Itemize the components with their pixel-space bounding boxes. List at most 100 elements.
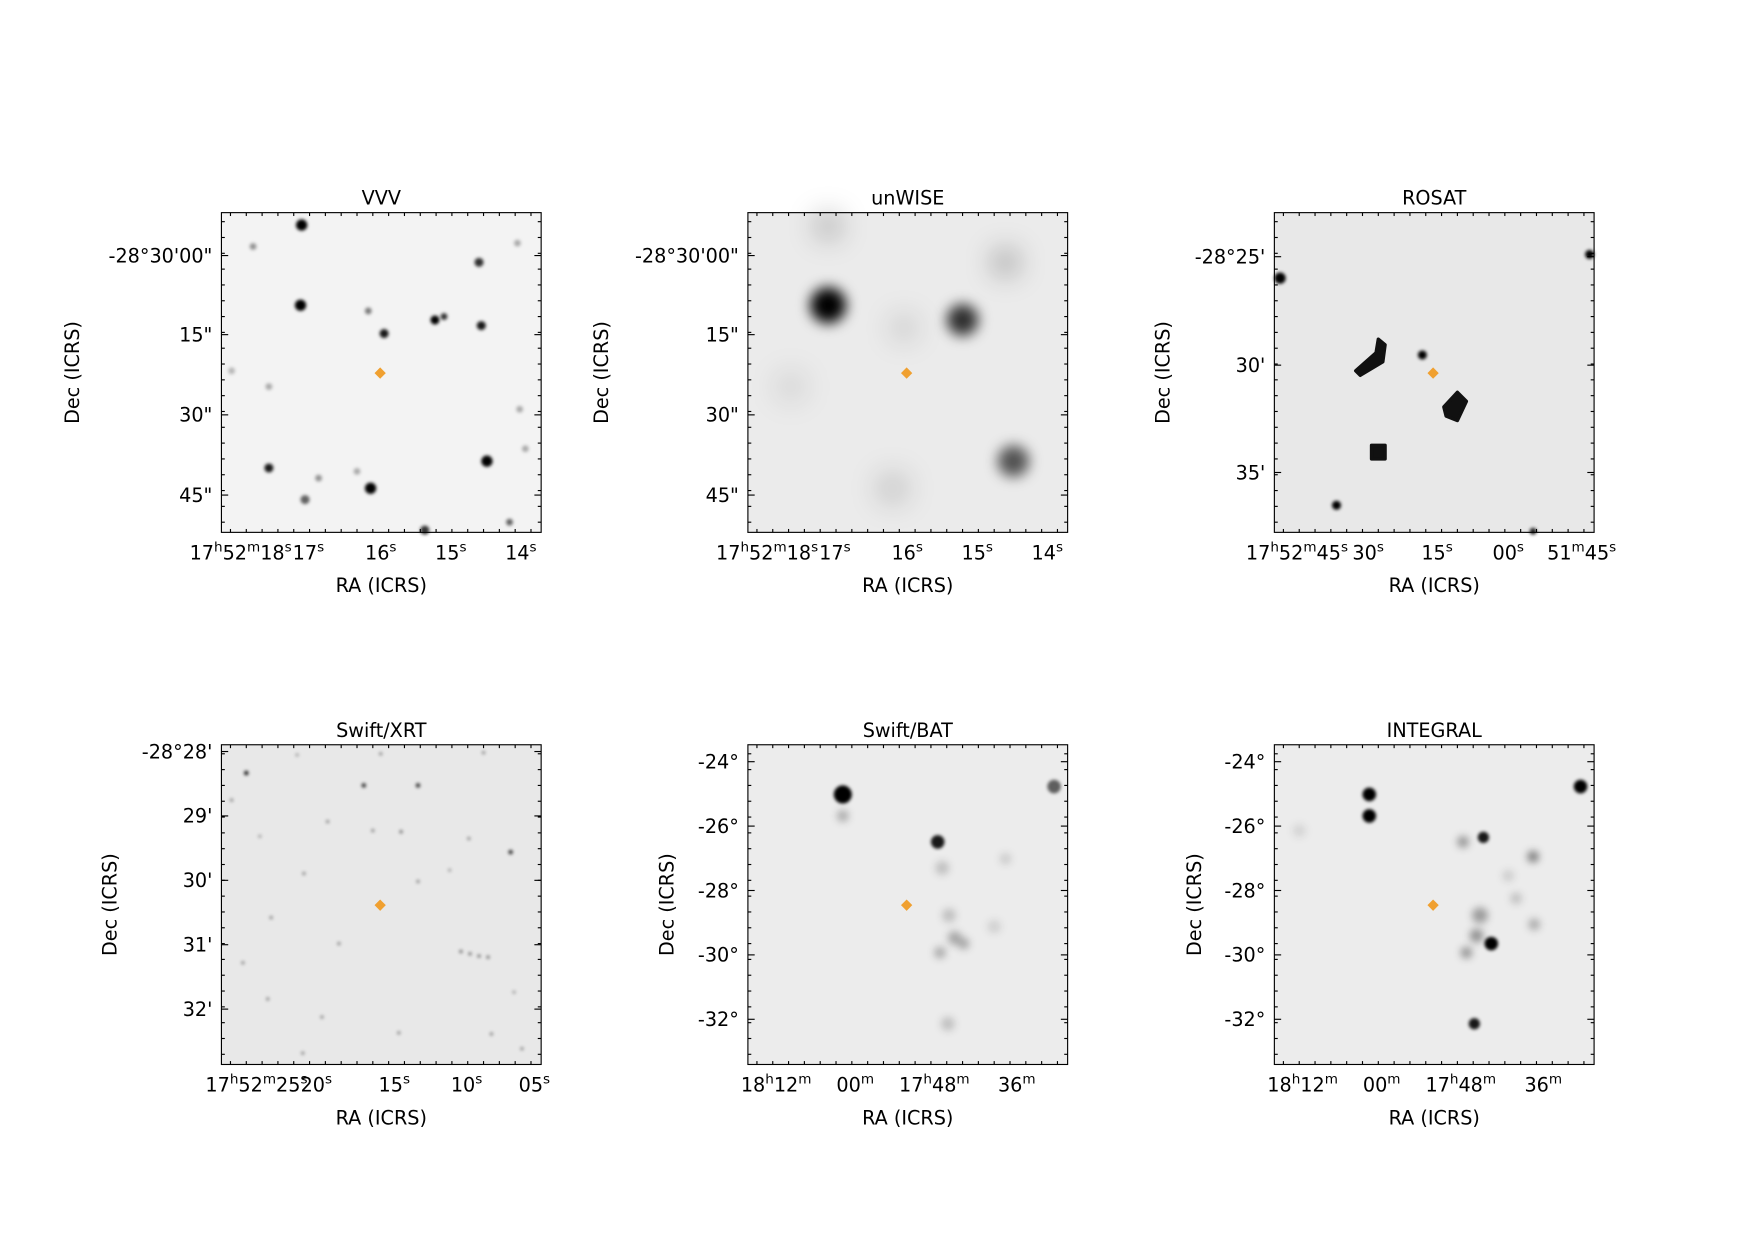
x-tick-label: 17s <box>293 539 324 564</box>
source <box>258 834 262 838</box>
source <box>1477 831 1490 844</box>
y-tick-label: 45" <box>179 484 212 507</box>
x-tick-label: 05s <box>519 1072 550 1097</box>
x-tick-label: 00m <box>1363 1072 1401 1097</box>
panel: Swift/XRT RA (ICRS) Dec (ICRS) 17h52m25s20s… <box>98 719 550 1130</box>
source <box>1502 870 1514 882</box>
source <box>1274 272 1286 284</box>
axes-frame <box>220 744 542 1066</box>
panel-title: ROSAT <box>1402 187 1467 210</box>
x-tick-label: 17h52m25s <box>205 1072 307 1097</box>
source <box>997 445 1030 478</box>
y-tick-label: 31' <box>183 934 213 957</box>
y-tick-label: 15" <box>706 323 739 346</box>
source <box>946 304 979 336</box>
source <box>775 370 807 403</box>
source <box>295 219 308 231</box>
source <box>364 307 372 315</box>
axes-frame <box>747 744 1069 1066</box>
source <box>1484 936 1499 951</box>
source <box>516 405 524 413</box>
source <box>467 836 471 841</box>
x-tick-label: 16s <box>891 539 922 564</box>
source <box>361 783 367 788</box>
x-tick-label: 30s <box>1352 539 1383 564</box>
source <box>337 941 341 946</box>
source <box>477 954 481 958</box>
y-tick-label: -28° <box>698 879 739 902</box>
y-axis-label: Dec (ICRS) <box>1183 853 1206 956</box>
x-tick-label: 17h52m45s <box>1246 539 1348 564</box>
x-tick-label: 10s <box>451 1072 482 1097</box>
source <box>264 463 274 473</box>
source <box>958 937 970 950</box>
source <box>1528 918 1540 931</box>
source <box>468 952 472 956</box>
y-tick-label: 32' <box>183 998 213 1021</box>
y-tick-label: 45" <box>706 484 739 507</box>
panel-title: VVV <box>362 187 401 210</box>
source <box>814 212 842 240</box>
x-axis-label: RA (ICRS) <box>1389 574 1480 597</box>
y-tick-label: -24° <box>1224 750 1265 773</box>
panel: INTEGRAL RA (ICRS) Dec (ICRS) 18h12m 00m 17h4… <box>1183 719 1595 1129</box>
y-tick-label: -28°25' <box>1195 245 1266 268</box>
panel-title: unWISE <box>871 187 944 210</box>
panel: VVV RA (ICRS) Dec (ICRS) 17h52m18s 17s 16s 15s… <box>61 187 542 597</box>
source <box>244 770 249 776</box>
source <box>241 961 245 965</box>
y-tick-label: 29' <box>183 805 213 828</box>
y-axis-label: Dec (ICRS) <box>590 321 613 424</box>
source <box>521 445 529 453</box>
source <box>269 915 273 920</box>
x-tick-label: 51m45s <box>1547 539 1616 564</box>
source <box>941 1017 955 1031</box>
source <box>228 367 235 375</box>
source <box>1585 249 1595 259</box>
source <box>476 321 486 331</box>
y-tick-label: 30" <box>179 404 212 427</box>
source <box>489 1032 494 1036</box>
source <box>1527 850 1539 863</box>
source <box>890 314 918 342</box>
target-marker <box>900 367 913 379</box>
y-tick-label: -28° <box>1224 879 1265 902</box>
target-marker <box>374 367 386 379</box>
source <box>1362 787 1377 802</box>
source <box>947 931 962 945</box>
x-tick-label: 17h52m18s <box>716 539 818 564</box>
y-axis-label: Dec (ICRS) <box>655 853 678 956</box>
source <box>364 482 377 494</box>
source <box>935 861 949 875</box>
target-marker <box>374 899 386 911</box>
source <box>325 819 330 824</box>
x-tick-label: 14s <box>1032 539 1063 564</box>
source <box>508 849 513 855</box>
axes-frame <box>747 212 1069 533</box>
source <box>1510 892 1522 905</box>
source <box>810 287 847 324</box>
source <box>1442 390 1469 423</box>
source <box>1469 928 1484 943</box>
x-tick-label: 15s <box>379 1072 410 1097</box>
source <box>999 853 1012 865</box>
source <box>481 455 493 467</box>
target-marker <box>900 899 913 911</box>
panel: Swift/BAT RA (ICRS) Dec (ICRS) 18h12m 00m 17h… <box>655 719 1069 1129</box>
source <box>1472 907 1488 924</box>
source <box>420 525 430 535</box>
y-tick-label: -30° <box>698 944 739 967</box>
source <box>991 248 1020 276</box>
source <box>371 828 375 833</box>
y-tick-label: -26° <box>1224 815 1265 838</box>
y-tick-label: -24° <box>698 750 739 773</box>
axes-frame <box>1273 212 1595 533</box>
source <box>459 949 463 954</box>
panel-title: Swift/XRT <box>336 719 427 742</box>
x-axis-label: RA (ICRS) <box>862 1106 953 1129</box>
x-tick-label: 15s <box>1421 539 1452 564</box>
x-tick-label: 15s <box>962 539 993 564</box>
source <box>934 946 946 959</box>
x-axis-label: RA (ICRS) <box>862 574 953 597</box>
x-axis-label: RA (ICRS) <box>1389 1106 1480 1129</box>
